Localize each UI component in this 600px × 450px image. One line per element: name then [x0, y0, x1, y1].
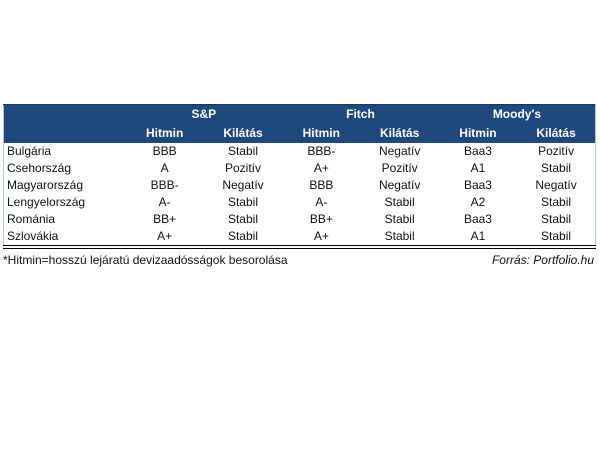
- subheader-row: Hitmin Kilátás Hitmin Kilátás Hitmin Kil…: [3, 124, 596, 143]
- rating-cell: A-: [125, 194, 204, 211]
- country-cell: Csehország: [3, 160, 126, 177]
- rating-cell: A1: [438, 228, 518, 247]
- table-row: Románia BB+ Stabil BB+ Stabil Baa3 Stabi…: [3, 211, 596, 228]
- col-header-outlook: Kilátás: [517, 124, 596, 143]
- outlook-cell: Stabil: [360, 194, 439, 211]
- table-body: Bulgária BBB Stabil BBB- Negatív Baa3 Po…: [3, 143, 596, 247]
- outlook-cell: Stabil: [203, 194, 283, 211]
- country-cell: Bulgária: [3, 143, 126, 160]
- rating-cell: BB+: [282, 211, 361, 228]
- rating-cell: Baa3: [438, 211, 518, 228]
- table-row: Lengyelország A- Stabil A- Stabil A2 Sta…: [3, 194, 596, 211]
- col-header-rating: Hitmin: [282, 124, 361, 143]
- rating-cell: A2: [438, 194, 518, 211]
- rating-cell: BB+: [125, 211, 204, 228]
- ratings-table: S&P Fitch Moody's Hitmin Kilátás Hitmin …: [3, 104, 596, 249]
- agency-header-row: S&P Fitch Moody's: [3, 104, 596, 124]
- rating-cell: A+: [282, 160, 361, 177]
- rating-cell: BBB-: [125, 177, 204, 194]
- outlook-cell: Stabil: [203, 143, 283, 160]
- col-header-rating: Hitmin: [125, 124, 204, 143]
- outlook-cell: Stabil: [203, 211, 283, 228]
- outlook-cell: Pozitív: [203, 160, 283, 177]
- country-cell: Magyarország: [3, 177, 126, 194]
- table-footer: *Hitmin=hosszú lejáratú devizaadósságok …: [3, 253, 596, 267]
- outlook-cell: Stabil: [360, 228, 439, 247]
- table-row: Szlovákia A+ Stabil A+ Stabil A1 Stabil: [3, 228, 596, 247]
- corner-cell: [3, 124, 126, 143]
- outlook-cell: Pozitív: [360, 160, 439, 177]
- country-cell: Lengyelország: [3, 194, 126, 211]
- outlook-cell: Negatív: [203, 177, 283, 194]
- agency-header-fitch: Fitch: [282, 104, 439, 124]
- rating-cell: BBB: [282, 177, 361, 194]
- table-header: S&P Fitch Moody's Hitmin Kilátás Hitmin …: [3, 104, 596, 143]
- rating-cell: A+: [282, 228, 361, 247]
- rating-cell: A: [125, 160, 204, 177]
- col-header-outlook: Kilátás: [360, 124, 439, 143]
- outlook-cell: Stabil: [517, 211, 596, 228]
- rating-cell: A1: [438, 160, 518, 177]
- table-row: Magyarország BBB- Negatív BBB Negatív Ba…: [3, 177, 596, 194]
- outlook-cell: Stabil: [203, 228, 283, 247]
- outlook-cell: Stabil: [517, 228, 596, 247]
- outlook-cell: Stabil: [517, 194, 596, 211]
- agency-header-moodys: Moody's: [438, 104, 596, 124]
- country-cell: Szlovákia: [3, 228, 126, 247]
- outlook-cell: Pozitív: [517, 143, 596, 160]
- rating-cell: BBB: [125, 143, 204, 160]
- rating-cell: Baa3: [438, 143, 518, 160]
- outlook-cell: Stabil: [517, 160, 596, 177]
- agency-header-sp: S&P: [125, 104, 283, 124]
- ratings-table-container: S&P Fitch Moody's Hitmin Kilátás Hitmin …: [3, 104, 596, 249]
- table-row: Bulgária BBB Stabil BBB- Negatív Baa3 Po…: [3, 143, 596, 160]
- table-row: Csehország A Pozitív A+ Pozitív A1 Stabi…: [3, 160, 596, 177]
- country-cell: Románia: [3, 211, 126, 228]
- rating-cell: Baa3: [438, 177, 518, 194]
- outlook-cell: Negatív: [517, 177, 596, 194]
- outlook-cell: Negatív: [360, 143, 439, 160]
- col-header-rating: Hitmin: [438, 124, 518, 143]
- outlook-cell: Negatív: [360, 177, 439, 194]
- footnote: *Hitmin=hosszú lejáratú devizaadósságok …: [3, 253, 288, 267]
- corner-cell: [3, 104, 126, 124]
- source-credit: Forrás: Portfolio.hu: [491, 253, 594, 267]
- outlook-cell: Stabil: [360, 211, 439, 228]
- col-header-outlook: Kilátás: [203, 124, 283, 143]
- rating-cell: A-: [282, 194, 361, 211]
- rating-cell: BBB-: [282, 143, 361, 160]
- rating-cell: A+: [125, 228, 204, 247]
